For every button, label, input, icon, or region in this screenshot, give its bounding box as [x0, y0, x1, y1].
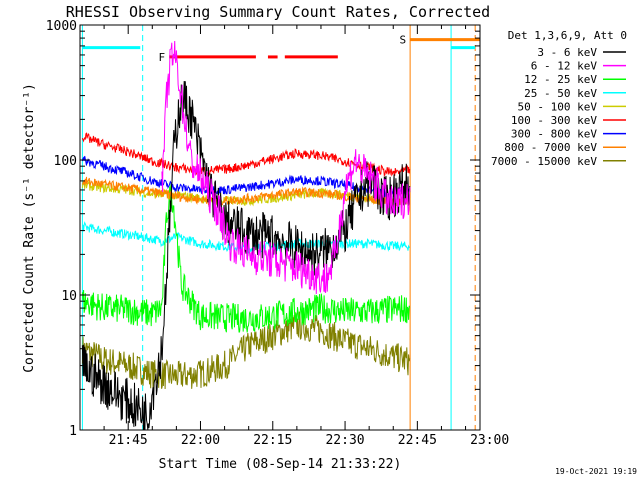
legend-label-5: 50 - 100 keV — [518, 100, 598, 113]
x-tick-label-3: 22:15 — [253, 433, 292, 448]
series-line-3 — [81, 182, 411, 333]
y-tick-label-1: 1 — [69, 424, 77, 439]
plot-area: FS — [81, 25, 480, 430]
series-line-2 — [161, 40, 411, 295]
y-axis-label: Corrected Count Rate (s⁻¹ detector⁻¹) — [22, 83, 37, 373]
series-line-1 — [81, 80, 411, 430]
plot-frame — [79, 24, 481, 431]
x-tick-label-4: 22:30 — [325, 433, 364, 448]
x-axis: 21:45 22:00 22:15 22:30 22:45 23:00 — [103, 25, 509, 448]
legend-label-7: 300 - 800 keV — [511, 128, 597, 141]
x-axis-label: Start Time (08-Sep-14 21:33:22) — [159, 457, 402, 472]
y-tick-label-4: 1000 — [46, 19, 77, 34]
legend-label-8: 800 - 7000 keV — [504, 141, 597, 154]
footer-timestamp: 19-Oct-2021 19:19 — [555, 467, 637, 476]
series-line-6 — [81, 132, 411, 177]
x-tick-label-1: 21:45 — [109, 433, 148, 448]
annotation-f-label: F — [159, 51, 166, 64]
y-tick-label-2: 10 — [61, 289, 77, 304]
y-axis: 1 10 100 1000 — [46, 19, 480, 439]
y-tick-label-3: 100 — [54, 154, 77, 169]
series-line-9 — [81, 311, 411, 390]
chart-title: RHESSI Observing Summary Count Rates, Co… — [66, 3, 490, 21]
x-tick-label-5: 22:45 — [398, 433, 437, 448]
legend-label-1: 3 - 6 keV — [537, 46, 597, 59]
plot-content — [81, 25, 480, 430]
legend-label-2: 6 - 12 keV — [531, 60, 598, 73]
x-tick-label-2: 22:00 — [181, 433, 220, 448]
legend-label-6: 100 - 300 keV — [511, 114, 597, 127]
legend-label-4: 25 - 50 keV — [524, 87, 597, 100]
legend-label-9: 7000 - 15000 keV — [491, 155, 597, 168]
legend-label-3: 12 - 25 keV — [524, 73, 597, 86]
x-tick-label-6: 23:00 — [470, 433, 509, 448]
annotation-s-label: S — [399, 34, 406, 47]
legend-title: Det 1,3,6,9, Att 0 — [508, 29, 627, 42]
